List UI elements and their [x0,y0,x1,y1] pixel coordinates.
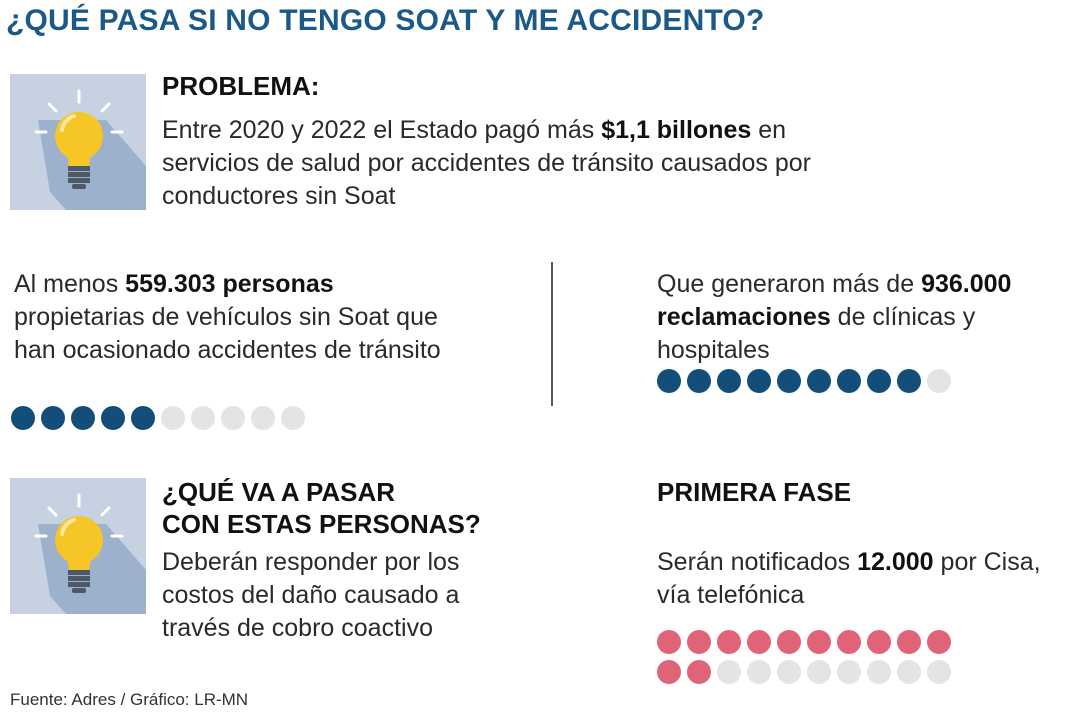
first-phase-heading: PRIMERA FASE [657,477,852,507]
problem-highlight: $1,1 billones [601,116,752,144]
dot-empty [867,660,891,684]
dot-filled [101,406,125,430]
dot-filled [717,369,741,393]
dot-empty [191,406,215,430]
claims-dot-meter [657,369,951,393]
dot-filled [131,406,155,430]
dot-empty [221,406,245,430]
dot-filled [927,630,951,654]
dot-filled [687,660,711,684]
dot-filled [687,369,711,393]
problem-text: Entre 2020 y 2022 el Estado pagó más $1,… [162,116,811,210]
source-credit: Fuente: Adres / Gráfico: LR-MN [10,690,249,709]
claims-highlight: 936.000 reclamaciones [657,270,1012,331]
what-happens-heading: ¿QUÉ VA A PASAR CON ESTAS PERSONAS? [162,477,481,539]
column-divider [551,262,553,406]
dot-filled [747,369,771,393]
lightbulb-icon [10,478,146,614]
dot-empty [837,660,861,684]
dot-filled [807,630,831,654]
dot-filled [867,630,891,654]
dot-empty [897,660,921,684]
dot-filled [657,630,681,654]
first-phase-text: Serán notificados 12.000 por Cisa, vía t… [657,548,1041,609]
dot-empty [927,369,951,393]
dot-empty [251,406,275,430]
people-dot-meter [11,406,305,430]
dot-empty [747,660,771,684]
first-phase-highlight: 12.000 [857,548,934,576]
dot-empty [927,660,951,684]
lightbulb-icon [10,74,146,210]
dot-filled [657,660,681,684]
people-stat-text: Al menos 559.303 personas propietarias d… [14,270,441,364]
dot-filled [777,369,801,393]
dot-filled [867,369,891,393]
dot-filled [747,630,771,654]
dot-filled [657,369,681,393]
dot-filled [777,630,801,654]
claims-stat-text: Que generaron más de 936.000 reclamacion… [657,270,1012,364]
dot-filled [687,630,711,654]
dot-filled [837,630,861,654]
dot-empty [807,660,831,684]
dot-filled [897,630,921,654]
dot-filled [837,369,861,393]
dot-filled [41,406,65,430]
dot-filled [807,369,831,393]
dot-empty [777,660,801,684]
dot-filled [71,406,95,430]
dot-filled [897,369,921,393]
dot-empty [281,406,305,430]
dot-filled [11,406,35,430]
what-happens-text: Deberán responder por los costos del dañ… [162,548,460,642]
dot-empty [717,660,741,684]
dot-filled [717,630,741,654]
dot-empty [161,406,185,430]
people-highlight: 559.303 personas [125,270,334,298]
page-title: ¿QUÉ PASA SI NO TENGO SOAT Y ME ACCIDENT… [6,4,765,37]
problem-heading: PROBLEMA: [162,71,320,101]
first-phase-dot-meter [657,630,963,684]
